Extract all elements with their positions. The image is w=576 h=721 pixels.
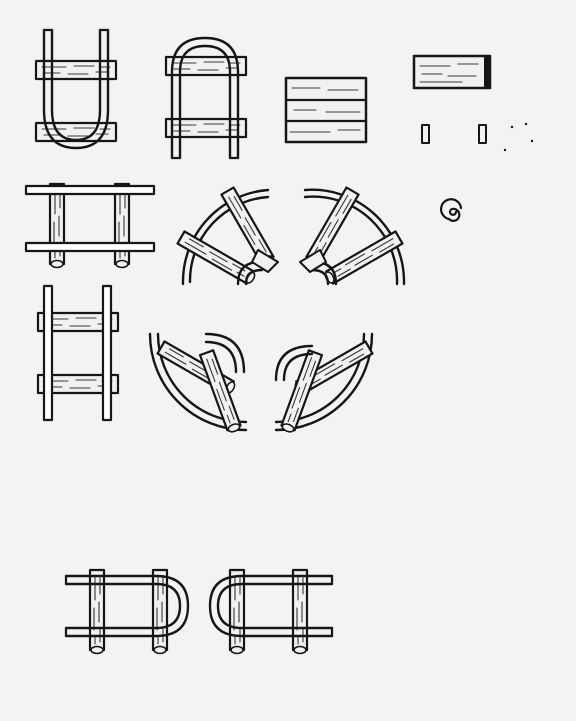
single-plank bbox=[412, 54, 492, 90]
curved-corner-lower-right bbox=[274, 332, 374, 435]
ladder-vertical bbox=[36, 284, 120, 422]
curved-corner-left bbox=[176, 186, 279, 287]
rope-coil-icon bbox=[440, 198, 463, 222]
curved-corner-right bbox=[299, 186, 406, 287]
post-stubs bbox=[421, 122, 534, 152]
curved-corner-lower-left bbox=[148, 332, 248, 435]
ladder-horizontal bbox=[24, 182, 156, 269]
ladder-u-curve-bottom bbox=[34, 28, 118, 150]
ladder-end-left-curve bbox=[208, 568, 334, 655]
ladder-arch-top bbox=[164, 36, 248, 160]
plank-crate bbox=[284, 76, 368, 144]
ladder-end-right-curve bbox=[64, 568, 190, 655]
